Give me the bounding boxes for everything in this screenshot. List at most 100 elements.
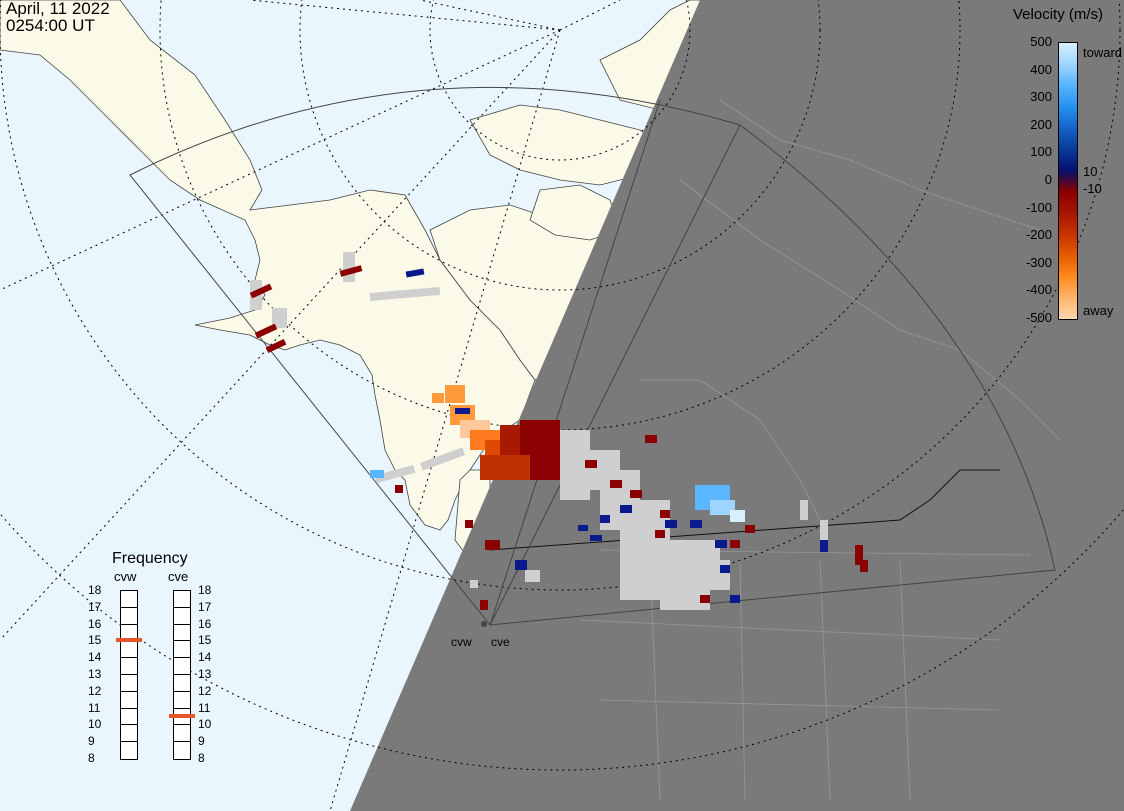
frequency-tick-label: 12 xyxy=(88,683,102,698)
backscatter-cell xyxy=(445,385,465,403)
frequency-grid-line xyxy=(120,623,137,625)
backscatter-cell xyxy=(730,595,740,603)
frequency-grid-line xyxy=(120,606,137,608)
backscatter-cell xyxy=(620,505,632,513)
frequency-grid-line xyxy=(120,657,137,659)
frequency-grid-line xyxy=(120,741,137,743)
frequency-grid-line xyxy=(173,590,190,591)
frequency-grid-line xyxy=(173,690,190,692)
toward-label: toward xyxy=(1083,45,1123,60)
backscatter-cell xyxy=(395,485,403,493)
backscatter-cell xyxy=(525,570,540,582)
velocity-tick-label: -400 xyxy=(1025,282,1052,298)
backscatter-cell xyxy=(405,268,425,278)
time-label: 0254:00 UT xyxy=(6,16,95,35)
frequency-grid-line xyxy=(173,674,190,675)
backscatter-cell xyxy=(432,393,444,403)
frequency-marker-cve xyxy=(169,714,195,718)
backscatter-cell xyxy=(254,323,278,339)
backscatter-cell xyxy=(820,520,828,540)
frequency-title: Frequency xyxy=(112,550,188,567)
backscatter-cell xyxy=(600,515,610,523)
frequency-tick-label: 15 xyxy=(88,633,102,648)
frequency-grid-line xyxy=(120,707,137,709)
velocity-tick-label: 0 xyxy=(1044,172,1052,187)
backscatter-cell xyxy=(465,520,473,528)
backscatter-cell xyxy=(480,455,530,480)
frequency-tick-label: 9 xyxy=(88,734,95,749)
away-label: away xyxy=(1083,303,1114,318)
date-label: April, 11 2022 xyxy=(6,0,110,18)
backscatter-cell xyxy=(690,520,702,528)
backscatter-cell xyxy=(730,510,745,522)
backscatter-cell xyxy=(665,520,677,528)
backscatter-cell xyxy=(590,535,602,541)
frequency-grid-line xyxy=(173,640,190,642)
velocity-tick-label: 500 xyxy=(1030,34,1052,49)
frequency-grid-line xyxy=(173,707,190,709)
frequency-tick-label: 12 xyxy=(198,683,212,698)
backscatter-cell xyxy=(700,595,710,603)
radar-label-cvw: cvw xyxy=(451,635,472,649)
backscatter-cell xyxy=(855,545,863,565)
frequency-tick-label: 8 xyxy=(88,751,95,765)
backscatter-cell xyxy=(272,308,287,328)
backscatter-cell xyxy=(265,339,287,353)
backscatter-cell xyxy=(480,600,488,610)
radar-site-marker xyxy=(481,621,487,627)
backscatter-cell xyxy=(730,540,740,548)
velocity-scale-title: Velocity (m/s) xyxy=(1013,6,1104,23)
frequency-tick-label: 17 xyxy=(198,599,212,614)
frequency-grid-line xyxy=(120,590,137,591)
frequency-grid-line xyxy=(120,690,137,692)
frequency-tick-label: 10 xyxy=(198,717,212,732)
frequency-grid-line xyxy=(120,724,137,726)
threshold-positive-label: 10 xyxy=(1083,164,1098,179)
velocity-tick-label: 100 xyxy=(1030,144,1052,160)
frequency-tick-label: 15 xyxy=(198,633,212,648)
frequency-tick-label: 13 xyxy=(198,667,212,681)
night-region xyxy=(350,0,1124,811)
backscatter-cell xyxy=(370,470,384,478)
backscatter-cell xyxy=(645,435,657,443)
threshold-negative-label: -10 xyxy=(1083,181,1102,196)
velocity-color-bar xyxy=(1058,42,1078,320)
velocity-tick-label: 300 xyxy=(1030,89,1052,105)
backscatter-cell xyxy=(700,560,730,590)
backscatter-cell xyxy=(860,560,868,572)
backscatter-cell xyxy=(715,540,727,548)
alaska xyxy=(0,0,536,531)
radar-label-cve: cve xyxy=(491,635,510,649)
velocity-tick-label: 200 xyxy=(1030,116,1052,132)
backscatter-cell xyxy=(585,460,597,468)
backscatter-cell xyxy=(249,283,273,299)
frequency-tick-label: 16 xyxy=(88,616,102,631)
backscatter-cell xyxy=(578,525,588,531)
backscatter-cell xyxy=(374,464,416,484)
backscatter-cell xyxy=(369,286,441,302)
backscatter-cell xyxy=(610,480,622,488)
frequency-tick-label: 18 xyxy=(198,583,212,597)
frequency-tick-label: 18 xyxy=(88,583,102,597)
frequency-bar-cve xyxy=(173,590,191,760)
velocity-tick-label: -500 xyxy=(1025,310,1052,325)
velocity-tick-label: -200 xyxy=(1025,227,1052,243)
frequency-bar-cvw xyxy=(120,590,138,760)
backscatter-cell xyxy=(343,252,355,282)
backscatter-cell xyxy=(470,580,478,588)
backscatter-cell xyxy=(800,500,808,520)
frequency-marker-cvw xyxy=(116,638,142,643)
frequency-tick-label: 14 xyxy=(198,650,212,665)
frequency-tick-label: 9 xyxy=(198,734,205,749)
velocity-tick-label: -300 xyxy=(1025,254,1052,270)
frequency-tick-label: 11 xyxy=(88,700,101,715)
frequency-tick-label: 8 xyxy=(198,751,205,765)
frequency-grid-line xyxy=(120,674,137,675)
us-canada-border xyxy=(489,469,1000,551)
frequency-grid-line xyxy=(173,623,190,625)
frequency-tick-label: 13 xyxy=(88,667,102,681)
velocity-tick-label: 400 xyxy=(1030,61,1052,77)
freq-radar-label-cvw: cvw xyxy=(114,569,137,584)
frequency-grid-line xyxy=(173,724,190,726)
